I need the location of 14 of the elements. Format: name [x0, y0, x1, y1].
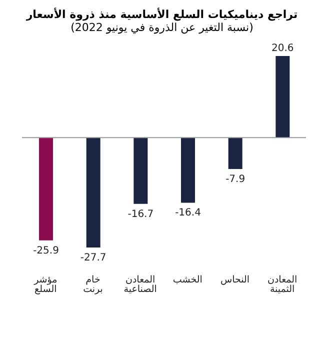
- data-label: 20.6: [272, 43, 294, 54]
- x-tick-label: خام برنت: [83, 274, 103, 296]
- data-label: -16.4: [175, 208, 201, 219]
- data-label: -27.7: [80, 252, 106, 264]
- x-tick-label: النحاس: [220, 274, 250, 286]
- x-tick-label: المعادن الثمينة: [267, 274, 298, 296]
- data-label: -16.7: [128, 208, 154, 220]
- data-label: -25.9: [33, 245, 59, 256]
- chart-subtitle: (نسبة التغير عن الذروة في يونيو 2022): [70, 21, 254, 34]
- data-label: -7.9: [226, 174, 246, 186]
- x-tick-label: الخشب: [172, 274, 202, 286]
- chart-title: تراجع ديناميكيات السلع الأساسية منذ ذروة الأسعار: [24, 8, 299, 21]
- x-tick-label: مؤشر السلع: [33, 274, 58, 296]
- x-tick-label: المعادن الصناعية: [124, 274, 157, 296]
